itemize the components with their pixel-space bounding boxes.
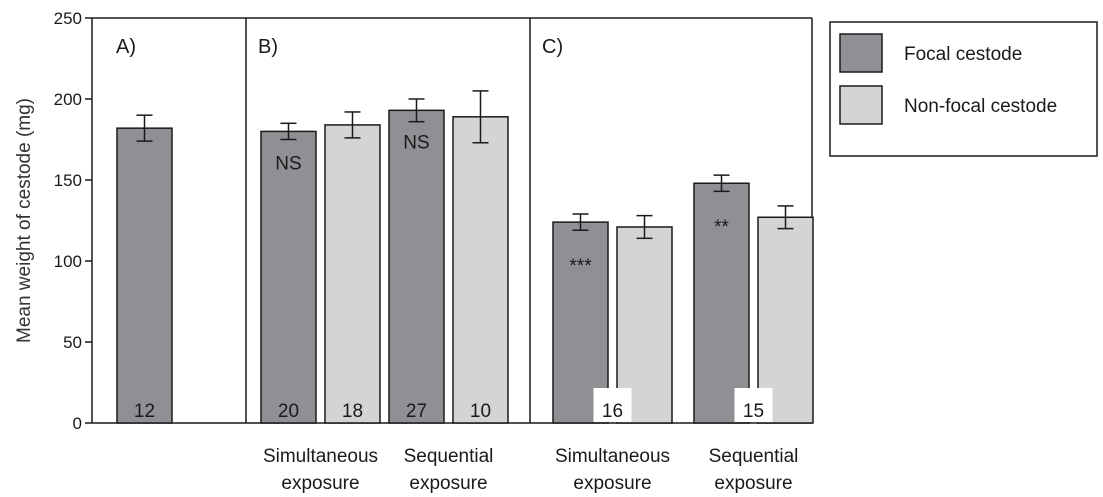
chart-panels: A) 12 B) NS 20 18 Simultaneous exposure NS 27 10 Se… [92,17,814,494]
bar [116,127,173,424]
error-bar [636,214,653,240]
y-tick-label: 100 [54,252,82,271]
y-axis-title: Mean weight of cestode (mg) [14,98,35,343]
bar-group: *** 16 Simultaneous exposure [552,213,673,494]
category-label: Sequential [404,446,494,467]
category-label: Simultaneous [263,446,378,467]
category-label: exposure [409,473,487,494]
significance-label: NS [275,153,301,174]
legend-item: Focal cestode [839,33,1022,73]
error-bar [572,213,589,231]
error-bar [777,205,794,230]
panel-label: B) [258,36,278,58]
sample-size-label: 18 [342,401,363,422]
bar-group: NS 20 18 Simultaneous exposure [260,111,381,494]
bar [260,130,317,424]
error-bar [472,90,489,144]
panel-1: A) 12 [116,36,173,424]
legend-label: Focal cestode [904,44,1022,65]
y-tick-label: 150 [54,171,82,190]
error-bar [713,174,730,193]
legend-swatch [839,85,883,125]
y-axis: 0 50 100 150 200 250 Mean weight of cestode (m… [14,9,93,433]
y-tick-label: 250 [54,9,82,28]
sample-size-label: 27 [406,401,427,422]
category-label: Sequential [709,446,799,467]
legend-item: Non-focal cestode [839,85,1057,125]
bar-group: 12 [116,114,173,424]
category-label: exposure [281,473,359,494]
significance-label: ** [714,217,729,238]
sample-size-box [734,388,773,422]
sample-size-label: 10 [470,401,491,422]
sample-size-label: 15 [743,401,764,422]
significance-label: *** [569,256,592,277]
legend-swatch [839,33,883,73]
y-tick-label: 0 [73,414,82,433]
sample-size-label: 12 [134,401,155,422]
legend: Focal cestode Non-focal cestode [829,21,1098,157]
error-bar [408,98,425,123]
error-bar [136,114,153,142]
bar [324,124,381,424]
bar [552,221,609,424]
bar [616,226,673,424]
bar [452,116,509,424]
category-label: Simultaneous [555,446,670,467]
legend-label: Non-focal cestode [904,96,1057,117]
bar-group: ** 15 Sequential exposure [693,174,814,494]
category-label: exposure [573,473,651,494]
sample-size-label: 20 [278,401,299,422]
error-bar [344,111,361,139]
bar [388,109,445,424]
sample-size-label: 16 [602,401,623,422]
category-label: exposure [714,473,792,494]
panel-2: B) NS 20 18 Simultaneous exposure NS 27 10 Sequen… [258,36,509,494]
error-bar [280,122,297,141]
significance-label: NS [403,132,429,153]
panel-label: A) [116,36,136,58]
sample-size-box [593,388,632,422]
panel-3: C) *** 16 Simultaneous exposure ** 15 Sequentia… [542,36,814,494]
bar-group: NS 27 10 Sequential exposure [388,90,509,494]
y-tick-label: 50 [63,333,82,352]
panel-label: C) [542,36,563,58]
y-tick-label: 200 [54,90,82,109]
bar [693,182,750,424]
